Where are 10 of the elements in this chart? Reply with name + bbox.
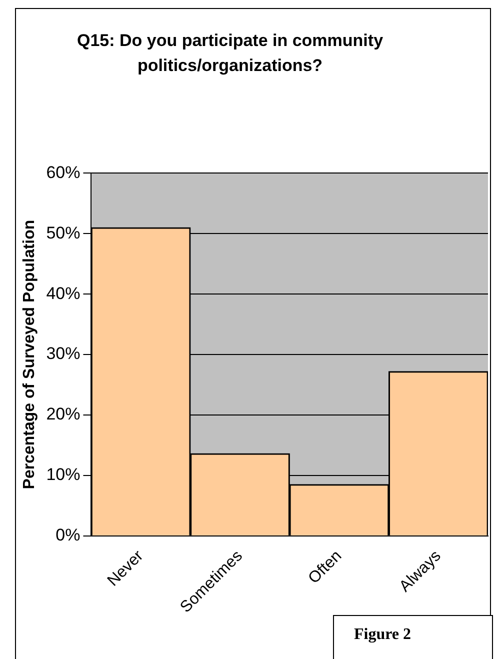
caption: Figure 2 <box>333 615 493 659</box>
y-tick-label: 50% <box>46 223 80 242</box>
y-tick-label: 10% <box>46 465 80 484</box>
y-tick-label: 40% <box>46 284 80 303</box>
y-axis-title: Percentage of Surveyed Population <box>21 220 38 490</box>
chart-title: Q15: Do you participate in community politics/organizations? <box>76 30 384 77</box>
y-tick-label: 20% <box>46 404 80 424</box>
y-tick-label: 0% <box>56 526 80 545</box>
y-tick-label: 60% <box>46 162 80 182</box>
y-tick-label: 30% <box>46 344 80 364</box>
